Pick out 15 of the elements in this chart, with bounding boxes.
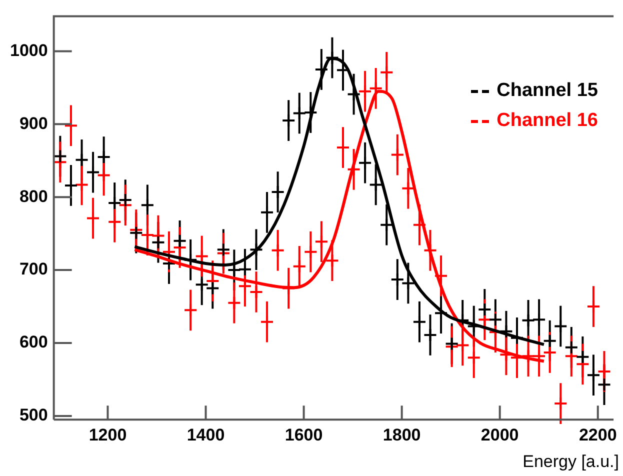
y-tick-label: 700: [19, 260, 48, 279]
x-tick-label: 1400: [186, 425, 225, 444]
x-axis-title: Energy [a.u.]: [522, 452, 619, 472]
x-tick-label: 1600: [284, 425, 323, 444]
y-tick-label: 1000: [10, 40, 48, 60]
x-tick-label: 2000: [480, 425, 519, 444]
x-tick-label: 2200: [578, 425, 617, 444]
x-tick-label: 1800: [382, 425, 421, 444]
y-tick-label: 600: [19, 332, 48, 352]
legend-label: Channel 15: [496, 79, 598, 103]
y-tick-label: 800: [19, 186, 48, 206]
y-tick-label: 500: [19, 406, 48, 425]
legend-label: Channel 16: [496, 109, 598, 133]
x-tick-label: 1200: [88, 425, 127, 444]
y-tick-label: 900: [19, 114, 48, 133]
